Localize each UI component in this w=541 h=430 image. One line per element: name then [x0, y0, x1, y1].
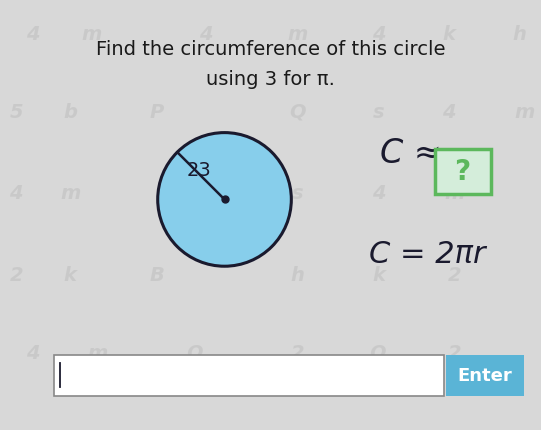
Text: 4: 4 [442, 102, 456, 121]
FancyBboxPatch shape [434, 150, 491, 194]
Text: 2: 2 [447, 266, 461, 285]
Text: s: s [373, 102, 385, 121]
Text: P: P [150, 102, 164, 121]
FancyBboxPatch shape [446, 355, 524, 396]
Text: b: b [63, 102, 77, 121]
Text: ?: ? [454, 158, 471, 186]
Text: B: B [149, 266, 164, 285]
Text: C = 2πr: C = 2πr [369, 239, 486, 268]
Text: Enter: Enter [458, 366, 512, 384]
Text: h: h [291, 266, 305, 285]
Text: m: m [87, 343, 108, 362]
Text: m: m [444, 184, 465, 203]
Text: k: k [64, 266, 77, 285]
Text: Find the circumference of this circle: Find the circumference of this circle [96, 40, 445, 59]
Text: 4: 4 [372, 184, 386, 203]
Text: Ω: Ω [371, 343, 387, 362]
Text: Ω: Ω [187, 343, 203, 362]
Text: 2: 2 [447, 343, 461, 362]
Text: 4: 4 [25, 25, 39, 44]
Text: k: k [372, 266, 385, 285]
Text: 4: 4 [25, 343, 39, 362]
Text: using 3 for π.: using 3 for π. [206, 70, 335, 89]
Text: 2: 2 [9, 266, 23, 285]
Text: 2: 2 [291, 343, 305, 362]
Text: 23: 23 [186, 161, 211, 180]
Text: k: k [443, 25, 456, 44]
Text: m: m [82, 25, 102, 44]
Text: m: m [514, 102, 535, 121]
Text: 5: 5 [9, 102, 23, 121]
Text: s: s [292, 184, 304, 203]
FancyBboxPatch shape [54, 355, 444, 396]
Text: h: h [512, 25, 526, 44]
Text: m: m [287, 25, 308, 44]
Text: Q: Q [289, 102, 306, 121]
Text: m: m [60, 184, 81, 203]
Text: C ≈: C ≈ [380, 136, 442, 169]
Text: 4: 4 [9, 184, 23, 203]
Text: 4: 4 [199, 25, 213, 44]
Circle shape [158, 133, 291, 267]
Text: 4: 4 [372, 25, 386, 44]
